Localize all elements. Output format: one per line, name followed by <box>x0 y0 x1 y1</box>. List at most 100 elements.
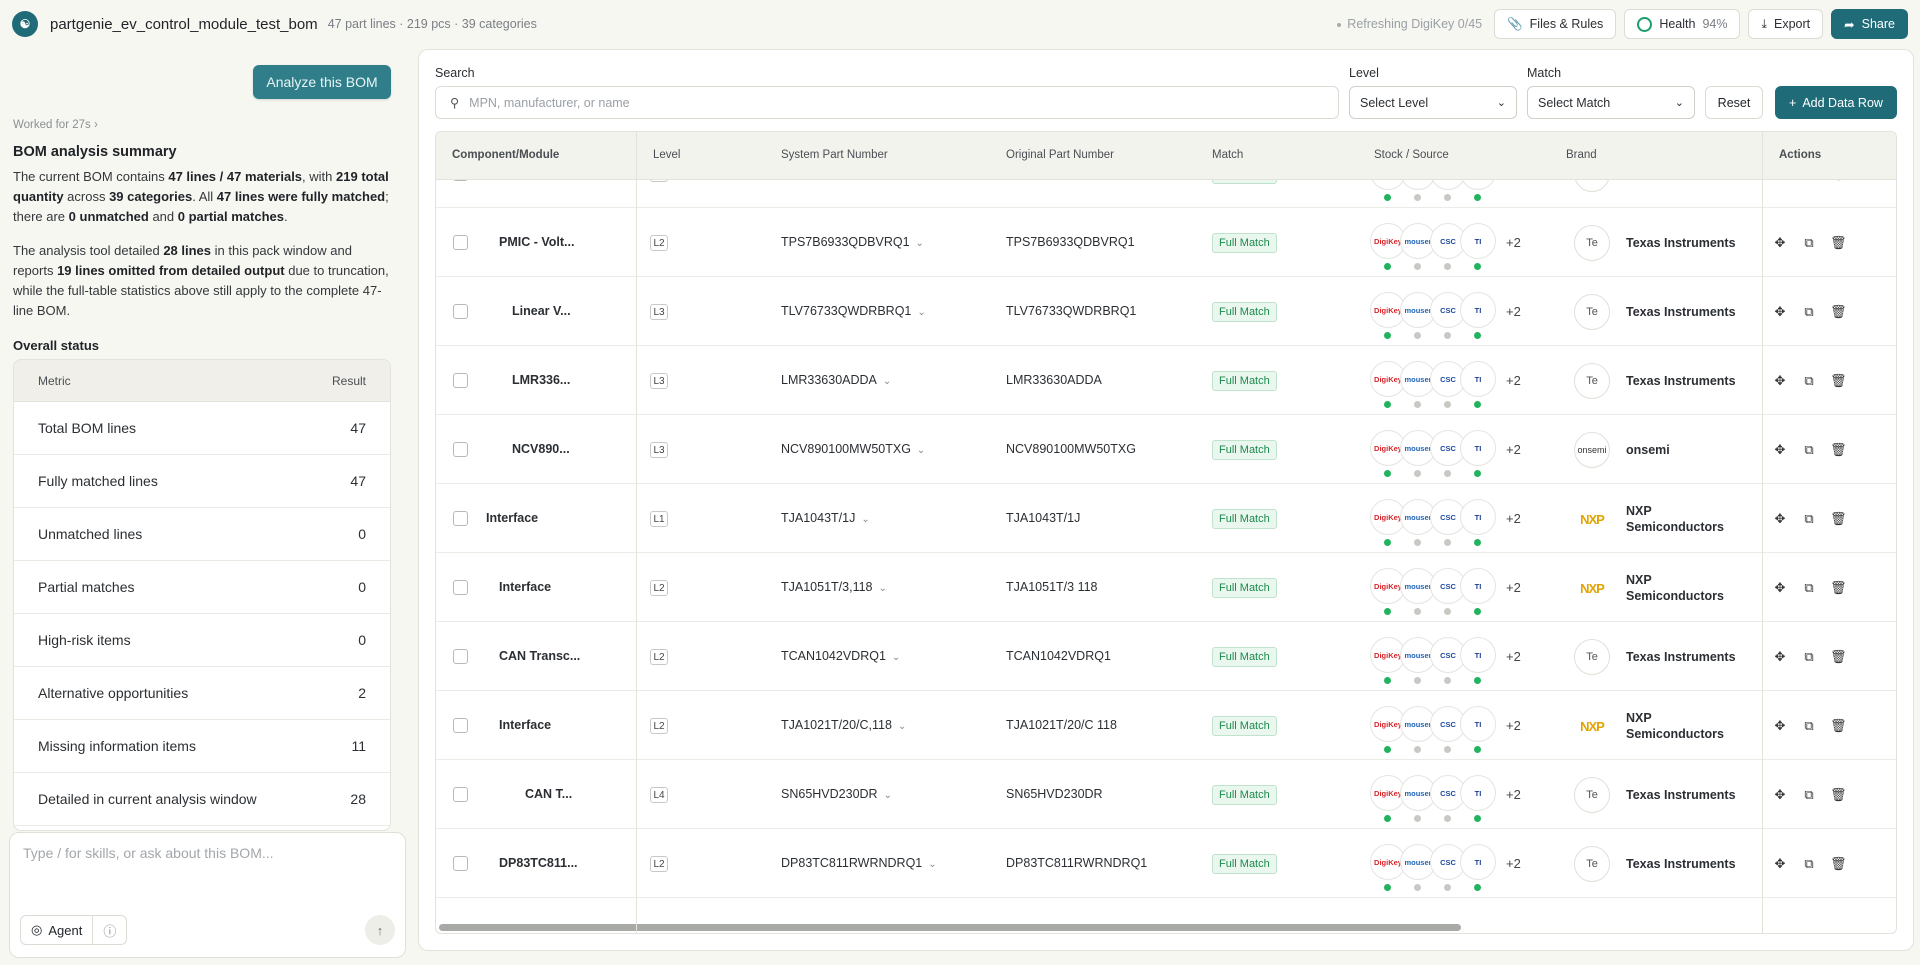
system-part-number[interactable]: TJA1051T/3,118 ⌄ <box>781 580 887 594</box>
move-icon[interactable]: ✥ <box>1774 511 1786 526</box>
source-logo-icon[interactable]: TI <box>1460 706 1496 742</box>
source-logo-icon[interactable]: mouser <box>1400 180 1436 190</box>
more-sources[interactable]: +2 <box>1506 373 1521 388</box>
system-part-number[interactable]: TPS7B6933QDBVRQ1 ⌄ <box>781 235 924 249</box>
table-row[interactable]: LMR336... L3 LMR33630ADDA ⌄ LMR33630ADDA … <box>436 347 1896 415</box>
copy-icon[interactable]: ⧉ <box>1804 787 1814 802</box>
copy-icon[interactable]: ⧉ <box>1804 718 1814 733</box>
agent-button[interactable]: ◎ Agent <box>31 922 83 938</box>
table-row[interactable]: DP83TC811... L2 DP83TC811RWRNDRQ1 ⌄ DP83T… <box>436 830 1896 898</box>
move-icon[interactable]: ✥ <box>1774 649 1786 664</box>
health-button[interactable]: Health 94% <box>1624 9 1741 39</box>
source-logo-icon[interactable]: TI <box>1460 430 1496 466</box>
col-stock[interactable]: Stock / Source <box>1374 149 1449 161</box>
trash-icon[interactable]: 🗑 <box>1830 787 1847 802</box>
chevron-down-icon[interactable]: ⌄ <box>883 790 892 801</box>
share-button[interactable]: ➦ Share <box>1831 9 1908 39</box>
table-row[interactable]: CAN T... L4 SN65HVD230DR ⌄ SN65HVD230DR F… <box>436 761 1896 829</box>
trash-icon[interactable]: 🗑 <box>1830 304 1847 319</box>
more-sources[interactable]: +2 <box>1506 235 1521 250</box>
table-row[interactable]: PMIC - Volt... L2 TPS7B6933QDBVRQ1 ⌄ TPS7… <box>436 209 1896 277</box>
row-checkbox[interactable] <box>453 373 468 388</box>
trash-icon[interactable]: 🗑 <box>1830 442 1847 457</box>
files-rules-button[interactable]: 📎 Files & Rules <box>1494 9 1617 39</box>
system-part-number[interactable]: LMR33630ADDA ⌄ <box>781 373 892 387</box>
col-brand[interactable]: Brand <box>1566 149 1597 161</box>
source-logo-icon[interactable]: DigiKey <box>1370 499 1406 535</box>
row-checkbox[interactable] <box>453 304 468 319</box>
chevron-down-icon[interactable]: ⌄ <box>891 652 901 663</box>
copy-icon[interactable]: ⧉ <box>1801 180 1817 182</box>
more-sources[interactable]: +2 <box>1506 856 1521 871</box>
column-divider[interactable] <box>1762 132 1763 933</box>
row-checkbox[interactable] <box>453 718 468 733</box>
source-logo-icon[interactable]: TI <box>1460 775 1496 811</box>
table-row[interactable]: Interface L2 TJA1051T/3,118 ⌄ TJA1051T/3 … <box>436 554 1896 622</box>
row-checkbox[interactable] <box>453 442 468 457</box>
move-icon[interactable]: ✥ <box>1774 580 1786 595</box>
row-checkbox[interactable] <box>453 580 468 595</box>
table-row[interactable]: Interface L2 TJA1021T/20/C,118 ⌄ TJA1021T… <box>436 692 1896 760</box>
table-row[interactable]: Interface L1 TJA1043T/1J ⌄ TJA1043T/1J Fu… <box>436 485 1896 553</box>
more-sources[interactable]: +2 <box>1506 580 1521 595</box>
table-row[interactable]: NCV890... L3 NCV890100MW50TXG ⌄ NCV890100… <box>436 416 1896 484</box>
row-checkbox[interactable] <box>453 511 468 526</box>
chevron-down-icon[interactable]: ⌄ <box>928 859 937 870</box>
source-logo-icon[interactable]: DigiKey <box>1370 180 1406 190</box>
system-part-number[interactable]: TJA1021T/20/C,118 ⌄ <box>781 718 907 732</box>
move-icon[interactable]: ✥ <box>1774 856 1786 871</box>
reset-button[interactable]: Reset <box>1705 86 1763 119</box>
agent-mode-selector[interactable]: ◎ Agent ⓘ <box>20 915 128 945</box>
row-checkbox[interactable] <box>453 856 468 871</box>
source-logo-icon[interactable]: TI <box>1460 223 1496 259</box>
chevron-down-icon[interactable]: ⌄ <box>917 307 926 318</box>
chevron-down-icon[interactable]: ⌄ <box>882 376 892 387</box>
source-logo-icon[interactable]: CSC <box>1430 292 1466 328</box>
more-sources[interactable]: +2 <box>1506 511 1521 526</box>
chevron-down-icon[interactable]: ⌄ <box>915 238 924 249</box>
copy-icon[interactable]: ⧉ <box>1804 649 1814 664</box>
search-input[interactable]: ⚲ MPN, manufacturer, or name <box>435 86 1339 119</box>
source-logo-icon[interactable]: TI <box>1460 637 1496 673</box>
column-divider[interactable] <box>636 132 637 933</box>
system-part-number[interactable]: TLV76733QWDRBRQ1 ⌄ <box>781 304 926 318</box>
chat-box[interactable]: Type / for skills, or ask about this BOM… <box>9 832 406 958</box>
system-part-number[interactable]: TCAN1042VDRQ1 ⌄ <box>781 649 901 663</box>
source-logo-icon[interactable]: TI <box>1460 568 1496 604</box>
move-icon[interactable]: ✥ <box>1774 304 1786 319</box>
more-sources[interactable]: +2 <box>1506 442 1521 457</box>
trash-icon[interactable]: 🗑 <box>1830 580 1847 595</box>
source-logo-icon[interactable]: CSC <box>1430 180 1466 190</box>
system-part-number[interactable]: SN65HVD230DR ⌄ <box>781 787 892 801</box>
copy-icon[interactable]: ⧉ <box>1804 511 1814 526</box>
copy-icon[interactable]: ⧉ <box>1804 580 1814 595</box>
source-logo-icon[interactable]: mouser <box>1400 706 1436 742</box>
trash-icon[interactable]: 🗑 <box>1830 856 1847 871</box>
match-select[interactable]: Select Match ⌄ <box>1527 86 1695 119</box>
trash-icon[interactable]: 🗑 <box>1830 373 1847 388</box>
add-data-row-button[interactable]: + Add Data Row <box>1775 86 1897 119</box>
move-icon[interactable]: ✥ <box>1772 180 1788 182</box>
app-logo-icon[interactable]: ☯ <box>12 11 38 37</box>
col-component[interactable]: Component/Module <box>452 149 560 161</box>
row-checkbox[interactable] <box>453 787 468 802</box>
table-row[interactable]: CAN Transc... L2 TCAN1042VDRQ1 ⌄ TCAN1042… <box>436 623 1896 691</box>
chevron-down-icon[interactable]: ⌄ <box>916 445 926 456</box>
trash-icon[interactable]: 🗑 <box>1830 511 1847 526</box>
col-level[interactable]: Level <box>653 149 681 161</box>
trash-icon[interactable]: 🗑 <box>1830 235 1847 250</box>
table-row[interactable]: PMIC - Volt... L2 TPS54202DDCR⌄ TPS54202… <box>436 180 1896 208</box>
move-icon[interactable]: ✥ <box>1774 718 1786 733</box>
source-logo-icon[interactable]: TI <box>1460 499 1496 535</box>
more-sources[interactable]: +2 <box>1506 787 1521 802</box>
row-checkbox[interactable] <box>453 649 468 664</box>
chat-input[interactable]: Type / for skills, or ask about this BOM… <box>23 845 274 861</box>
move-icon[interactable]: ✥ <box>1774 787 1786 802</box>
system-part-number[interactable]: DP83TC811RWRNDRQ1 ⌄ <box>781 856 937 870</box>
export-button[interactable]: ⤓ Export <box>1748 9 1824 39</box>
send-button[interactable]: ↑ <box>365 915 395 945</box>
source-logo-icon[interactable]: TI <box>1460 180 1496 190</box>
col-match[interactable]: Match <box>1212 149 1244 161</box>
source-logo-icon[interactable]: mouser <box>1400 223 1436 259</box>
table-row[interactable]: Linear V... L3 TLV76733QWDRBRQ1 ⌄ TLV7673… <box>436 278 1896 346</box>
